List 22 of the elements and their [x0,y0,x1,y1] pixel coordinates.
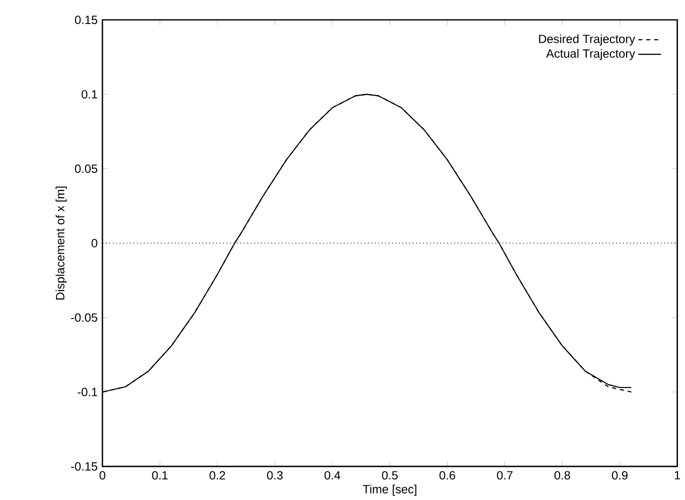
y-tick-label: -0.15 [71,462,98,471]
y-tick-label: 0.1 [82,90,98,98]
y-axis-title: Displacement of x [m] [56,186,67,300]
legend-label: Desired Trajectory [539,34,636,46]
legend-label: Actual Trajectory [546,48,636,60]
y-tick-label: -0.05 [71,313,98,322]
x-tick-label: 0.4 [324,470,340,480]
x-axis-title: Time [sec] [362,484,416,496]
x-tick-label: 0.7 [496,470,513,480]
x-tick-label: 0 [100,470,106,480]
x-tick-label: 0.6 [440,470,456,480]
x-tick-label: 0.9 [612,470,628,480]
y-tick-label: 0 [92,238,98,248]
y-tick-label: 0.15 [74,16,98,24]
y-tick-label: -0.1 [78,388,98,396]
x-tick-label: 1 [674,470,680,480]
x-tick-label: 0.3 [267,470,283,480]
x-tick-label: 0.8 [554,470,570,480]
x-tick-label: 0.5 [382,470,398,480]
x-tick-label: 0.1 [152,470,168,480]
x-tick-label: 0.2 [210,470,226,480]
y-tick-label: 0.05 [74,164,98,173]
